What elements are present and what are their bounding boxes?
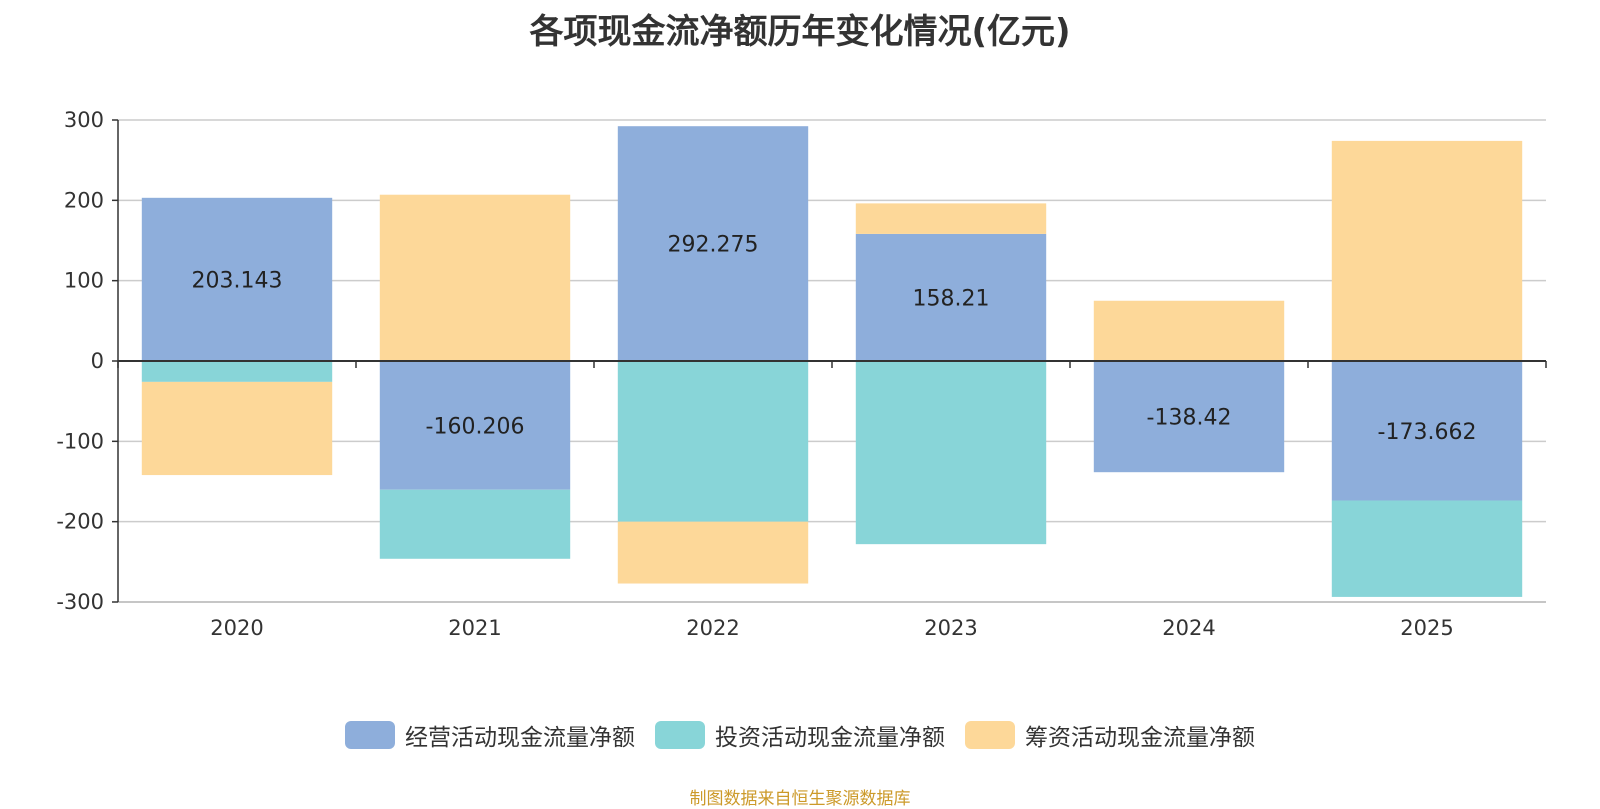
- bar-2021-series-2[interactable]: [379, 194, 571, 361]
- bar-2025-series-1[interactable]: [1331, 500, 1523, 597]
- legend-item-financing[interactable]: 筹资活动现金流量净额: [965, 718, 1255, 752]
- bar-2024-series-2[interactable]: [1093, 300, 1285, 361]
- x-tick-label: 2022: [686, 616, 739, 640]
- chart-title: 各项现金流净额历年变化情况(亿元): [529, 12, 1071, 52]
- bar-2021-series-0[interactable]: [379, 361, 571, 490]
- x-tick-label: 2024: [1162, 616, 1215, 640]
- source-note: 制图数据来自恒生聚源数据库: [689, 789, 911, 809]
- y-tick-label: 200: [64, 188, 104, 212]
- bar-2022-series-1[interactable]: [617, 361, 809, 522]
- axis-layer: 300 200 100 0 -100 -200 -300 2020 2021 2022 2023 20…: [56, 108, 1547, 640]
- x-tick-label: 2020: [210, 616, 263, 640]
- bar-2023-series-2[interactable]: [855, 203, 1047, 234]
- x-tick-label: 2025: [1400, 616, 1453, 640]
- legend-swatch-operating: [345, 721, 395, 749]
- bar-2021-series-1[interactable]: [379, 489, 571, 559]
- y-tick-label: 0: [91, 349, 104, 373]
- y-tick-label: -200: [56, 510, 104, 534]
- grid-layer: [118, 119, 1546, 603]
- data-label-2023: 158.21: [913, 286, 990, 311]
- bar-2020-series-2[interactable]: [141, 381, 333, 476]
- legend: 经营活动现金流量净额 投资活动现金流量净额 筹资活动现金流量净额: [0, 718, 1600, 752]
- x-tick-label: 2021: [448, 616, 501, 640]
- y-tick-label: -100: [56, 429, 104, 453]
- legend-swatch-investing: [655, 721, 705, 749]
- bar-2023-series-1[interactable]: [855, 361, 1047, 545]
- data-label-2020: 203.143: [192, 268, 283, 293]
- label-layer: 203.143 -160.206 292.275 158.21 -138.42 -173.…: [192, 233, 1477, 445]
- legend-label-investing: 投资活动现金流量净额: [715, 725, 945, 751]
- bar-2023-series-0[interactable]: [855, 233, 1047, 361]
- y-tick-label: 300: [64, 108, 104, 132]
- legend-label-financing: 筹资活动现金流量净额: [1025, 725, 1255, 751]
- stacked-bar-chart: 300 200 100 0 -100 -200 -300 2020 2021 2022 2023 20…: [56, 108, 1547, 640]
- bar-2020-series-0[interactable]: [141, 197, 333, 361]
- data-label-2021: -160.206: [426, 414, 525, 439]
- data-label-2025: -173.662: [1378, 420, 1477, 445]
- legend-swatch-financing: [965, 721, 1015, 749]
- y-tick-label: -300: [56, 590, 104, 614]
- legend-item-operating[interactable]: 经营活动现金流量净额: [345, 718, 635, 752]
- bar-2024-series-0[interactable]: [1093, 361, 1285, 473]
- legend-item-investing[interactable]: 投资活动现金流量净额: [655, 718, 945, 752]
- legend-label-operating: 经营活动现金流量净额: [405, 725, 635, 751]
- x-tick-label: 2023: [924, 616, 977, 640]
- data-label-2022: 292.275: [668, 233, 759, 258]
- bar-2025-series-2[interactable]: [1331, 140, 1523, 361]
- bar-2022-series-2[interactable]: [617, 521, 809, 584]
- bar-layer: [141, 126, 1523, 597]
- bar-2020-series-1[interactable]: [141, 361, 333, 382]
- bar-2022-series-0[interactable]: [617, 126, 809, 361]
- y-tick-label: 100: [64, 269, 104, 293]
- bar-2025-series-0[interactable]: [1331, 361, 1523, 501]
- data-label-2024: -138.42: [1147, 406, 1232, 431]
